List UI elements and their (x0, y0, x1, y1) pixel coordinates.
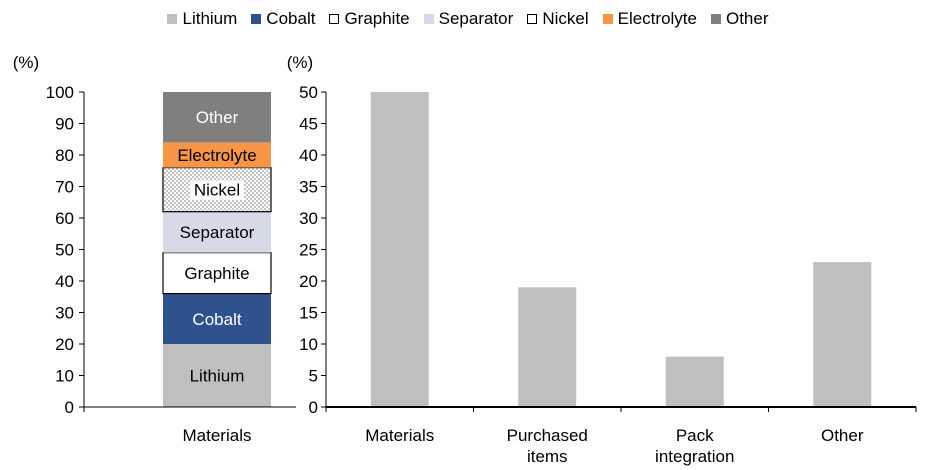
stacked-materials-chart: (%) 0 10 20 30 40 50 60 70 80 90 100 Lithium Cobalt Gr… (13, 53, 296, 445)
left-y-axis-unit: (%) (13, 53, 39, 72)
stack-segment-lithium (163, 344, 271, 407)
right-y-tick-label: 45 (299, 115, 318, 134)
x-category-label-line: Purchased (507, 426, 588, 445)
nickel-label-background (190, 180, 244, 200)
stack-segment-label-other: Other (196, 108, 239, 127)
stack-segment-label-cobalt: Cobalt (192, 310, 241, 329)
stack-segment-separator (163, 211, 271, 253)
legend-item-electrolyte: Electrolyte (602, 8, 697, 30)
stack-segment-graphite (162, 252, 272, 295)
bar-pack-integration (665, 356, 724, 407)
left-y-tick-label: 70 (55, 178, 74, 197)
left-y-tick-label: 20 (55, 335, 74, 354)
right-y-tick-label: 30 (299, 209, 318, 228)
legend-label: Nickel (542, 9, 589, 28)
legend: Lithium Cobalt Graphite Separator Nickel Elec… (0, 8, 936, 30)
left-y-tick-label: 30 (55, 304, 74, 323)
legend-item-cobalt: Cobalt (251, 8, 315, 30)
legend-item-graphite: Graphite (329, 8, 410, 30)
right-y-tick-label: 15 (299, 304, 318, 323)
stack-segment-electrolyte (163, 142, 271, 168)
stack-segment-other (163, 92, 271, 143)
right-y-axis-unit: (%) (287, 53, 313, 72)
legend-label: Electrolyte (617, 9, 697, 28)
legend-item-nickel: Nickel (527, 8, 589, 30)
cost-breakdown-chart: (%) 0 5 10 15 20 25 30 35 40 45 50 Materials Purchase… (287, 53, 917, 466)
right-y-tick-label: 10 (299, 335, 318, 354)
x-category-label-line: Materials (365, 426, 434, 445)
left-y-tick-label: 100 (46, 83, 74, 102)
bar-materials (370, 92, 429, 407)
stack-segment-label-graphite: Graphite (184, 264, 249, 283)
stack-segment-label-separator: Separator (180, 223, 255, 242)
legend-item-separator: Separator (423, 8, 514, 30)
stack-segment-label-lithium: Lithium (190, 367, 245, 386)
legend-swatch-electrolyte (602, 14, 613, 24)
x-category-label-line: Pack (676, 426, 714, 445)
right-y-tick-label: 20 (299, 272, 318, 291)
stack-segment-label-electrolyte: Electrolyte (177, 146, 256, 165)
x-category-label-line: items (527, 447, 568, 466)
left-y-tick-label: 50 (55, 241, 74, 260)
legend-swatch-other (710, 14, 721, 24)
legend-swatch-graphite (329, 14, 340, 24)
bar-other (813, 262, 872, 407)
left-y-tick-label: 60 (55, 209, 74, 228)
left-y-tick-label: 0 (65, 398, 74, 417)
legend-swatch-nickel (527, 14, 538, 24)
right-y-tick-label: 40 (299, 146, 318, 165)
legend-label: Separator (438, 9, 514, 28)
right-y-tick-label: 0 (309, 398, 318, 417)
x-category-label: Pack integration (655, 426, 734, 466)
legend-label: Graphite (344, 9, 410, 28)
stack-segment-nickel (162, 167, 272, 213)
x-category-label: Purchased items (507, 426, 588, 466)
left-y-tick-label: 80 (55, 146, 74, 165)
x-category-label-line: integration (655, 447, 734, 466)
legend-item-lithium: Lithium (167, 8, 237, 30)
left-x-category-label: Materials (183, 426, 252, 445)
legend-label: Other (725, 9, 769, 28)
legend-label: Cobalt (266, 9, 316, 28)
stack-segment-cobalt (163, 293, 271, 344)
legend-swatch-cobalt (251, 14, 262, 24)
legend-swatch-lithium (167, 14, 178, 24)
right-y-tick-label: 50 (299, 83, 318, 102)
right-y-tick-label: 35 (299, 178, 318, 197)
left-y-tick-label: 40 (55, 272, 74, 291)
legend-label: Lithium (182, 9, 238, 28)
right-y-tick-label: 25 (299, 241, 318, 260)
left-y-tick-label: 10 (55, 367, 74, 386)
right-y-tick-label: 5 (309, 367, 318, 386)
legend-swatch-separator (423, 14, 434, 24)
x-category-label: Materials (365, 426, 434, 445)
x-category-label: Other (821, 426, 864, 445)
left-y-tick-label: 90 (55, 115, 74, 134)
bar-purchased-items (518, 287, 577, 407)
x-category-label-line: Other (821, 426, 864, 445)
stack-segment-label-nickel: Nickel (194, 181, 240, 200)
legend-item-other: Other (710, 8, 769, 30)
